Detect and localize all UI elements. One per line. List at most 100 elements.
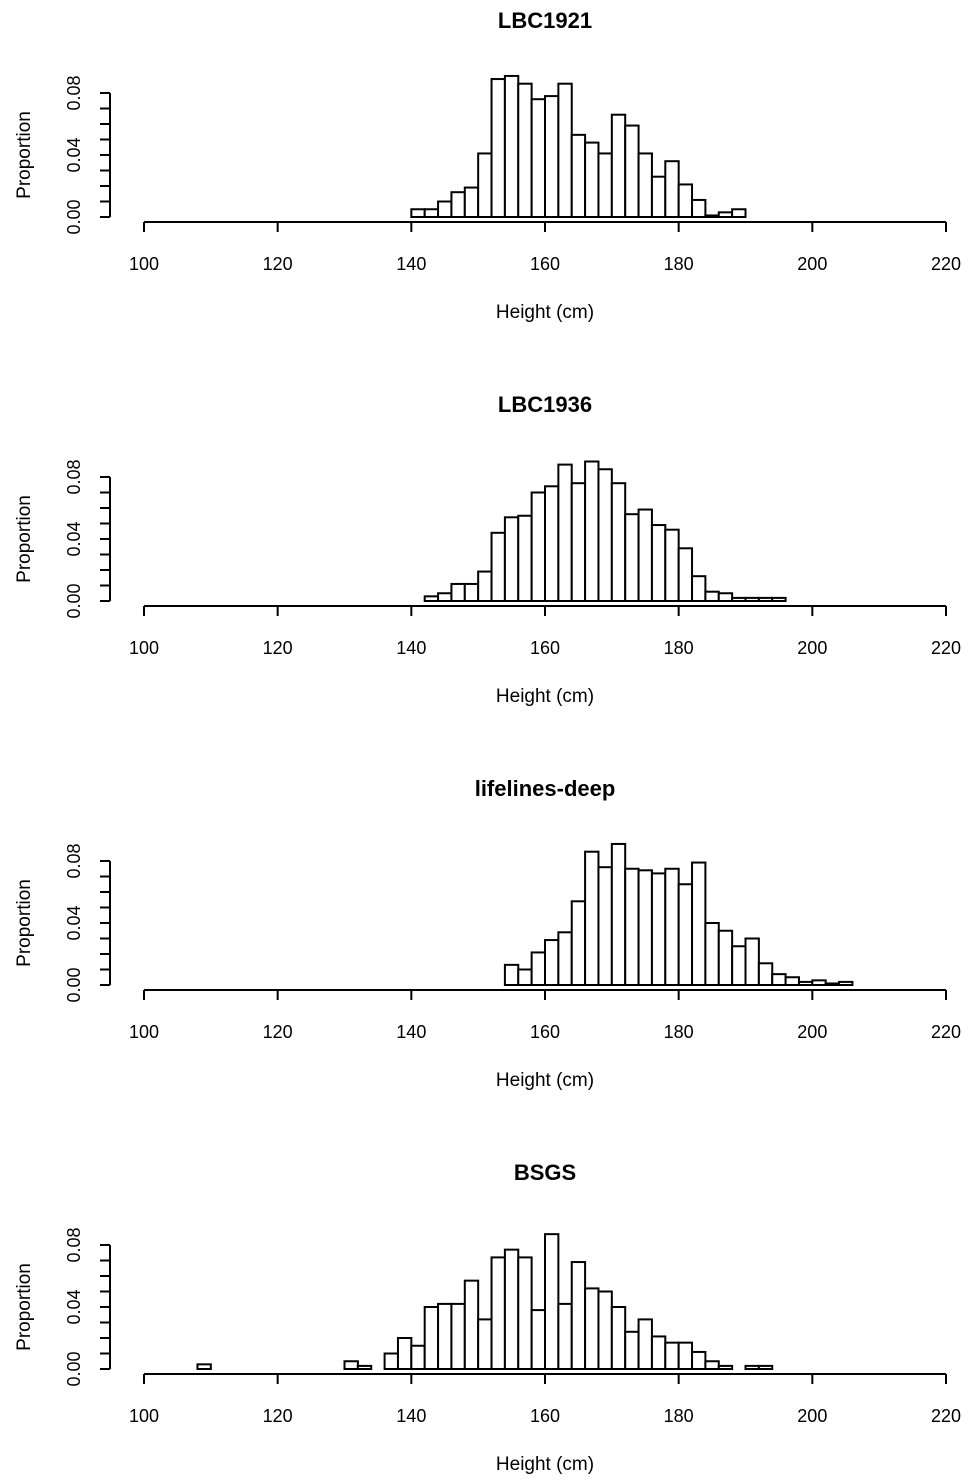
histogram-bar bbox=[610, 482, 627, 602]
histogram-bar bbox=[503, 516, 520, 602]
chart-title: BSGS bbox=[514, 1160, 576, 1185]
histogram-bar bbox=[343, 1360, 359, 1370]
histogram-bar bbox=[410, 1344, 426, 1370]
x-tick-label: 220 bbox=[931, 638, 961, 658]
y-tick-label: 0.04 bbox=[64, 905, 84, 940]
x-axis-label: Height (cm) bbox=[496, 302, 594, 323]
histogram-bar bbox=[544, 485, 560, 602]
histogram-bar bbox=[530, 951, 547, 986]
histogram-bar bbox=[637, 508, 653, 602]
x-tick-label: 160 bbox=[530, 1022, 560, 1042]
histogram-bar bbox=[824, 982, 841, 986]
x-tick-label: 220 bbox=[931, 254, 961, 274]
histogram-bar bbox=[557, 463, 573, 602]
histogram-bar bbox=[624, 513, 640, 602]
histogram-bar bbox=[757, 596, 774, 602]
histogram-bar bbox=[597, 468, 613, 602]
histogram-bar bbox=[637, 1318, 653, 1370]
x-tick-label: 180 bbox=[664, 1406, 694, 1426]
histogram-bar bbox=[691, 575, 707, 602]
histogram-bar bbox=[771, 596, 787, 602]
histogram-bar bbox=[570, 133, 587, 219]
histogram-bar bbox=[664, 867, 680, 986]
histogram-bar bbox=[597, 152, 613, 218]
histogram-bar bbox=[530, 1309, 547, 1371]
x-tick-label: 120 bbox=[263, 1406, 293, 1426]
x-tick-label: 140 bbox=[396, 1406, 426, 1426]
histogram-bar bbox=[584, 460, 600, 602]
histogram-bar bbox=[664, 528, 680, 602]
x-axis-label: Height (cm) bbox=[496, 686, 594, 707]
histogram-bar bbox=[450, 191, 466, 218]
histogram-bar bbox=[704, 922, 720, 986]
y-tick-label: 0.04 bbox=[64, 521, 84, 556]
y-tick-label: 0.00 bbox=[64, 583, 84, 618]
y-tick-label: 0.00 bbox=[64, 967, 84, 1002]
y-tick-label: 0.08 bbox=[64, 843, 84, 878]
histogram-bar bbox=[544, 1233, 560, 1371]
histogram-bar bbox=[664, 1341, 680, 1370]
histogram-bar bbox=[811, 979, 827, 987]
histogram-bar bbox=[477, 570, 493, 603]
histogram-bar bbox=[356, 1364, 373, 1370]
x-tick-label: 120 bbox=[263, 254, 293, 274]
histogram-bar bbox=[490, 78, 506, 218]
y-tick-label: 0.08 bbox=[64, 1227, 84, 1262]
y-axis-label: Proportion bbox=[14, 111, 35, 199]
histogram-bar bbox=[570, 1261, 587, 1370]
histogram-bar bbox=[490, 531, 506, 602]
x-tick-label: 100 bbox=[129, 638, 159, 658]
histogram-bar bbox=[797, 980, 814, 986]
histogram-bar bbox=[477, 152, 493, 218]
histogram-bar bbox=[584, 141, 600, 219]
x-tick-label: 140 bbox=[396, 638, 426, 658]
histogram-bar bbox=[731, 596, 747, 602]
chart-title: LBC1921 bbox=[498, 8, 592, 33]
histogram-bar bbox=[664, 160, 680, 218]
histogram-bar bbox=[517, 968, 533, 986]
histogram-bar bbox=[437, 1302, 453, 1370]
histogram-bar bbox=[757, 962, 774, 987]
x-tick-label: 180 bbox=[664, 638, 694, 658]
histogram-bar bbox=[704, 214, 720, 218]
x-tick-label: 200 bbox=[797, 1022, 827, 1042]
histogram-bar bbox=[517, 82, 533, 218]
histogram-bar bbox=[650, 524, 667, 602]
x-tick-label: 140 bbox=[396, 1022, 426, 1042]
histogram-bar bbox=[570, 482, 587, 602]
histogram-bar bbox=[517, 514, 533, 602]
histogram-bar bbox=[463, 1279, 480, 1370]
histogram-bar bbox=[450, 582, 466, 602]
histogram-bar bbox=[396, 1337, 413, 1370]
histogram-bar bbox=[463, 582, 480, 602]
histogram-bar bbox=[544, 95, 560, 218]
x-tick-label: 220 bbox=[931, 1406, 961, 1426]
histogram-bar bbox=[557, 931, 573, 987]
y-tick-label: 0.04 bbox=[64, 1289, 84, 1324]
histogram-bar bbox=[530, 491, 547, 602]
histogram-bar bbox=[704, 1360, 720, 1370]
histogram-bar bbox=[624, 867, 640, 986]
histogram-bar bbox=[637, 152, 653, 218]
histogram-bar bbox=[757, 1364, 774, 1370]
histogram-bar bbox=[677, 1341, 694, 1370]
x-tick-label: 100 bbox=[129, 1406, 159, 1426]
x-tick-label: 180 bbox=[664, 1022, 694, 1042]
y-tick-label: 0.04 bbox=[64, 137, 84, 172]
histogram-bar bbox=[650, 175, 667, 218]
histogram-bar bbox=[584, 850, 600, 986]
histogram-bar bbox=[584, 1287, 600, 1370]
histogram-bar bbox=[624, 124, 640, 218]
x-tick-label: 140 bbox=[396, 254, 426, 274]
x-tick-label: 120 bbox=[263, 1022, 293, 1042]
histogram-bar bbox=[517, 1256, 533, 1370]
histogram-bar bbox=[624, 1330, 640, 1371]
x-axis-label: Height (cm) bbox=[496, 1454, 594, 1475]
histogram-bar bbox=[677, 547, 694, 603]
histogram-bar bbox=[437, 592, 453, 602]
histogram-bar bbox=[717, 929, 734, 986]
y-tick-label: 0.00 bbox=[64, 199, 84, 234]
histogram-bar bbox=[557, 1302, 573, 1370]
histogram-bar bbox=[744, 937, 760, 986]
